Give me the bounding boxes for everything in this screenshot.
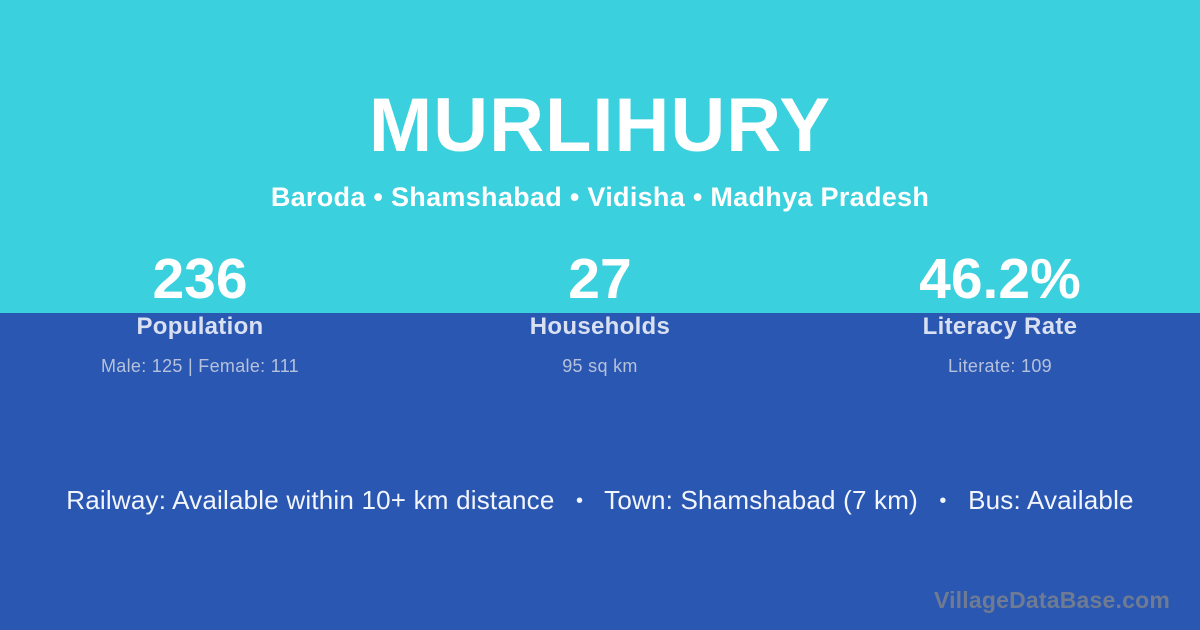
top-background — [0, 0, 1200, 313]
households-value: 27 — [568, 247, 632, 311]
population-detail: Male: 125 | Female: 111 — [100, 356, 299, 376]
town-distance: Town: Shamshabad (7 km) — [604, 485, 918, 515]
bottom-background — [0, 313, 1200, 630]
literacy-value: 46.2% — [919, 247, 1081, 311]
location-breadcrumb: Baroda • Shamshabad • Vidisha • Madhya P… — [270, 182, 930, 212]
stat-literacy: 46.2% Literacy Rate Literate: 109 — [800, 249, 1200, 377]
village-title: MURLIHURY — [368, 83, 832, 168]
stats-row: 236 Population Male: 125 | Female: 111 2… — [0, 249, 1200, 377]
population-label: Population — [136, 313, 264, 340]
stat-population: 236 Population Male: 125 | Female: 111 — [0, 249, 400, 377]
bus-status: Bus: Available — [968, 485, 1134, 515]
households-label: Households — [529, 313, 671, 340]
households-detail: 95 sq km — [562, 356, 638, 376]
bullet-separator-icon: • — [575, 490, 584, 512]
stat-households: 27 Households 95 sq km — [400, 249, 800, 377]
railway-status: Railway: Available within 10+ km distanc… — [66, 485, 555, 515]
literacy-detail: Literate: 109 — [947, 356, 1052, 376]
amenities-line: Railway: Available within 10+ km distanc… — [0, 484, 1200, 517]
literacy-label: Literacy Rate — [922, 313, 1078, 340]
population-value: 236 — [152, 247, 248, 311]
bullet-separator-icon: • — [939, 490, 947, 512]
watermark: VillageDataBase.com — [933, 587, 1170, 613]
